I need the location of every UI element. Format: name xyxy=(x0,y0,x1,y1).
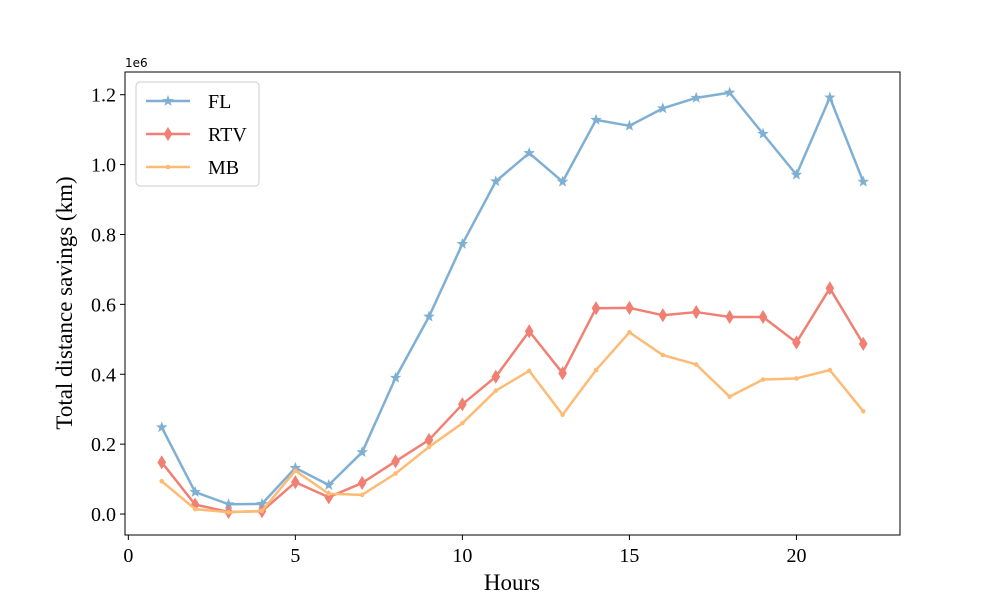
data-point-rtv xyxy=(758,309,768,325)
data-point-mb xyxy=(393,471,398,476)
data-point-mb xyxy=(192,506,198,512)
data-point-rtv xyxy=(391,454,400,469)
data-point-mb xyxy=(526,368,532,374)
data-point-fl xyxy=(456,237,469,249)
data-point-mb xyxy=(159,478,165,484)
series-rtv xyxy=(157,281,868,520)
y-tick-label: 0.6 xyxy=(91,294,116,316)
data-point-mb xyxy=(593,367,599,373)
series-mb xyxy=(159,330,866,515)
series-line-fl xyxy=(160,91,865,506)
data-point-rtv xyxy=(591,301,601,316)
data-point-mb xyxy=(760,377,766,382)
data-point-fl xyxy=(155,421,168,433)
data-point-rtv xyxy=(458,397,467,412)
data-point-fl xyxy=(690,91,702,103)
x-axis-title: Hours xyxy=(484,570,540,595)
data-point-fl xyxy=(824,91,836,103)
legend-marker xyxy=(163,126,173,142)
data-point-fl xyxy=(356,446,368,458)
data-point-rtv xyxy=(858,336,868,351)
legend-item-mb: MB xyxy=(146,157,239,179)
data-point-mb xyxy=(426,444,432,450)
series-line-rtv xyxy=(160,287,865,514)
legend-item-rtv: RTV xyxy=(146,124,247,146)
data-point-fl xyxy=(623,119,636,131)
legend-marker xyxy=(162,94,174,106)
data-point-mb xyxy=(560,412,565,418)
x-tick-label: 5 xyxy=(290,545,300,567)
y-tick-label: 0.0 xyxy=(91,504,116,526)
x-tick-label: 0 xyxy=(123,545,133,567)
data-point-fl xyxy=(723,86,736,98)
data-point-mb xyxy=(226,509,231,515)
data-point-rtv xyxy=(625,300,634,315)
data-point-rtv xyxy=(792,335,801,350)
data-point-rtv xyxy=(725,309,734,325)
legend-marker xyxy=(165,164,171,170)
data-point-rtv xyxy=(691,304,701,320)
x-tick-label: 20 xyxy=(786,545,806,567)
y-axis-title: Total distance savings (km) xyxy=(52,176,77,429)
legend-label: FL xyxy=(208,91,231,113)
y-offset-label: 1e6 xyxy=(125,56,148,70)
data-point-fl xyxy=(757,127,769,139)
legend-frame xyxy=(135,81,260,187)
series-line-mb xyxy=(160,331,865,514)
data-point-mb xyxy=(627,330,632,335)
legend: FL RTV MB xyxy=(135,81,260,187)
data-point-rtv xyxy=(491,369,501,384)
data-point-fl xyxy=(523,147,535,158)
x-tick-label: 10 xyxy=(452,545,472,567)
y-axis: 0.0 0.2 0.4 0.6 0.8 1.0 1.2 xyxy=(91,85,125,526)
data-point-mb xyxy=(660,352,666,358)
data-point-mb xyxy=(326,491,332,497)
y-tick-label: 0.4 xyxy=(91,364,116,386)
data-point-fl xyxy=(590,113,602,125)
data-point-mb xyxy=(460,420,465,426)
data-point-rtv xyxy=(524,324,534,339)
data-point-fl xyxy=(657,102,669,114)
data-point-mb xyxy=(860,409,866,414)
data-point-mb xyxy=(727,394,732,399)
y-tick-label: 1.0 xyxy=(91,155,116,177)
data-point-fl xyxy=(189,485,201,497)
data-point-mb xyxy=(794,376,799,381)
data-point-fl xyxy=(323,478,335,490)
plot-frame xyxy=(124,71,901,536)
data-point-rtv xyxy=(157,455,167,470)
data-point-fl xyxy=(389,371,402,383)
data-point-fl xyxy=(423,310,435,322)
data-point-fl xyxy=(857,175,870,187)
legend-label: MB xyxy=(208,157,239,179)
y-tick-label: 1.2 xyxy=(91,85,116,107)
data-point-rtv xyxy=(658,308,668,323)
data-point-fl xyxy=(490,175,502,187)
data-point-mb xyxy=(493,388,499,393)
legend-label: RTV xyxy=(208,124,247,146)
y-tick-label: 0.2 xyxy=(91,434,116,456)
series-fl xyxy=(155,86,870,510)
data-point-mb xyxy=(293,468,298,474)
x-tick-label: 15 xyxy=(619,545,639,567)
y-tick-label: 0.8 xyxy=(91,224,116,246)
legend-item-fl: FL xyxy=(146,91,231,113)
data-point-rtv xyxy=(357,475,367,491)
data-point-fl xyxy=(790,168,803,180)
data-point-rtv xyxy=(291,475,300,490)
data-point-mb xyxy=(259,508,265,514)
data-point-mb xyxy=(359,492,365,498)
x-axis: 0 5 10 15 20 xyxy=(123,535,806,567)
data-point-fl xyxy=(556,175,569,187)
plot-area xyxy=(155,86,870,520)
data-point-mb xyxy=(693,362,699,367)
data-point-mb xyxy=(827,367,833,373)
data-point-rtv xyxy=(558,366,567,381)
data-point-rtv xyxy=(825,281,835,296)
